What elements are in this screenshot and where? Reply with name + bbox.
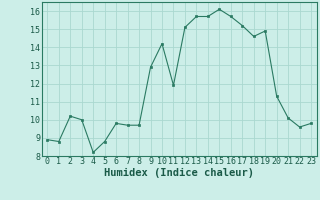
- X-axis label: Humidex (Indice chaleur): Humidex (Indice chaleur): [104, 168, 254, 178]
